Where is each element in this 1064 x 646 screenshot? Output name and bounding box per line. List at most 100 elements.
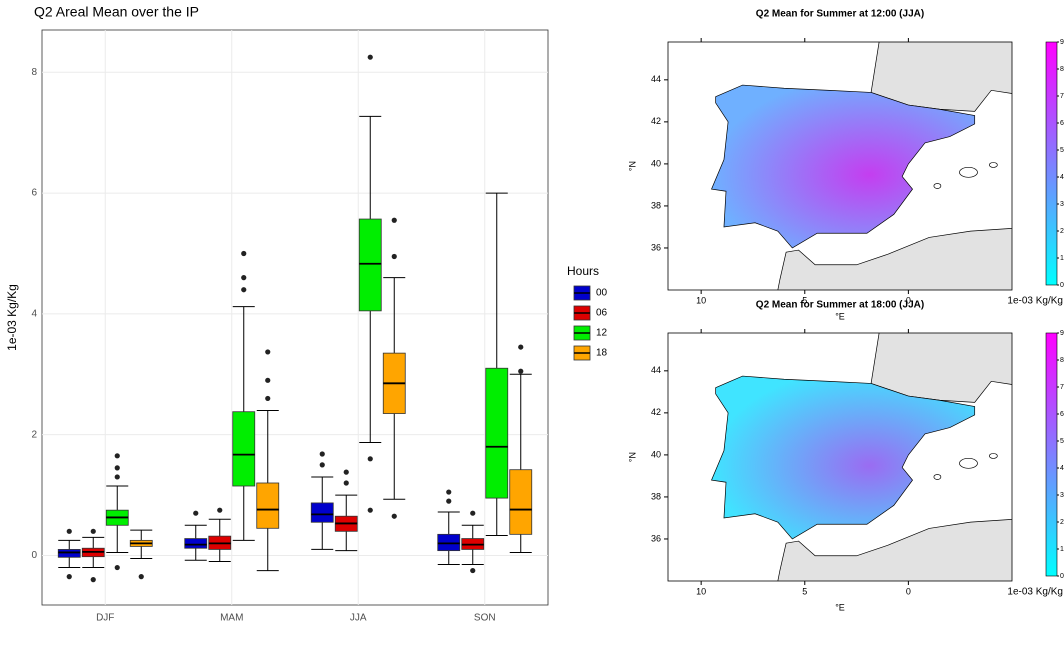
colorbar-tick-label: 1: [1060, 546, 1064, 553]
outlier: [241, 250, 247, 257]
y-tick-label: 40: [651, 449, 661, 459]
outlier: [367, 456, 373, 462]
outlier: [367, 54, 373, 60]
x-tick-label: 0: [906, 586, 911, 596]
y-tick-label: 36: [651, 533, 661, 543]
colorbar-tick-label: 3: [1060, 201, 1064, 208]
outlier: [265, 349, 271, 355]
legend-label: 00: [596, 288, 608, 299]
colorbar-tick-label: 6: [1060, 120, 1064, 127]
colorbar: [1045, 332, 1058, 577]
x-axis-label: °E: [835, 311, 845, 321]
map-title: Q2 Mean for Summer at 12:00 (JJA): [756, 9, 924, 20]
colorbar-tick-label: 1: [1060, 255, 1064, 262]
box: [358, 218, 382, 312]
colorbar-tick-label: 5: [1060, 147, 1064, 154]
chart-title: Q2 Areal Mean over the IP: [34, 4, 199, 20]
colorbar-tick-label: 7: [1060, 93, 1064, 100]
colorbar-tick-label: 8: [1060, 66, 1064, 73]
y-tick-label: 44: [651, 74, 661, 84]
outlier: [241, 287, 247, 293]
outlier: [265, 377, 271, 383]
outlier: [518, 344, 524, 350]
box: [232, 411, 256, 487]
map-frame: [667, 332, 1013, 582]
island: [933, 474, 942, 480]
outlier: [241, 275, 247, 281]
map-layer: [711, 333, 1012, 581]
outlier: [193, 510, 199, 516]
y-tick-label: 38: [651, 200, 661, 210]
colorbar-tick-label: 2: [1060, 228, 1064, 235]
land-iberia: [711, 84, 976, 249]
x-tick-label: DJF: [96, 613, 114, 624]
outlier: [217, 507, 223, 513]
colorbar-tick-label: 2: [1060, 519, 1064, 526]
x-tick-label: 0: [906, 295, 911, 305]
outlier: [470, 510, 476, 516]
box: [256, 482, 280, 529]
outlier: [90, 577, 96, 583]
colorbar-tick-label: 8: [1060, 357, 1064, 364]
outlier: [66, 574, 72, 580]
outlier: [265, 395, 271, 402]
colorbar-tick-label: 4: [1060, 174, 1064, 181]
outlier: [518, 368, 524, 374]
colorbar-tick-label: 3: [1060, 492, 1064, 499]
colorbar-tick-label: 0: [1060, 282, 1064, 289]
outlier: [391, 253, 397, 260]
box: [57, 549, 81, 558]
outlier: [90, 528, 96, 534]
x-tick-label: JJA: [350, 613, 367, 624]
outlier: [319, 462, 325, 468]
map-frame: [667, 41, 1013, 291]
box: [437, 533, 461, 552]
colorbar-tick-label: 5: [1060, 438, 1064, 445]
legend-title: Hours: [567, 264, 599, 278]
island: [933, 183, 942, 189]
legend-label: 12: [596, 328, 608, 339]
outlier: [343, 469, 349, 475]
outlier: [319, 451, 325, 457]
outlier: [114, 453, 120, 459]
island: [959, 166, 978, 178]
outlier: [114, 564, 120, 571]
y-tick-label: 6: [31, 188, 37, 199]
x-tick-label: 5: [802, 586, 807, 596]
x-tick-label: 10: [696, 586, 706, 596]
outlier: [114, 474, 120, 480]
y-axis-label: °N: [627, 161, 637, 171]
island: [988, 162, 998, 168]
x-tick-label: MAM: [220, 613, 243, 624]
y-tick-label: 0: [31, 550, 37, 561]
map-layer: [711, 42, 1012, 290]
y-tick-label: 44: [651, 365, 661, 375]
colorbar-tick-label: 7: [1060, 384, 1064, 391]
outlier: [391, 217, 397, 223]
x-tick-label: 10: [696, 295, 706, 305]
box: [509, 469, 533, 535]
colorbar-label: 1e-03 Kg/Kg: [1007, 587, 1063, 598]
colorbar-tick-label: 9: [1060, 330, 1064, 337]
outlier: [138, 574, 144, 580]
island: [959, 457, 978, 469]
colorbar-label: 1e-03 Kg/Kg: [1007, 296, 1063, 307]
y-tick-label: 42: [651, 407, 661, 417]
land-africa: [777, 227, 1012, 290]
colorbar-tick-label: 6: [1060, 411, 1064, 418]
colorbar-tick-label: 9: [1060, 39, 1064, 46]
box: [310, 502, 334, 523]
outlier: [343, 480, 349, 486]
colorbar: [1045, 41, 1058, 286]
outlier: [391, 513, 397, 519]
x-axis-label: °E: [835, 602, 845, 612]
y-tick-label: 4: [31, 309, 37, 320]
colorbar-tick-label: 0: [1060, 573, 1064, 580]
outlier: [446, 489, 452, 495]
land-iberia: [711, 375, 976, 540]
y-tick-label: 38: [651, 491, 661, 501]
island: [988, 453, 998, 459]
y-axis-label: °N: [627, 452, 637, 462]
x-tick-label: SON: [474, 613, 496, 624]
